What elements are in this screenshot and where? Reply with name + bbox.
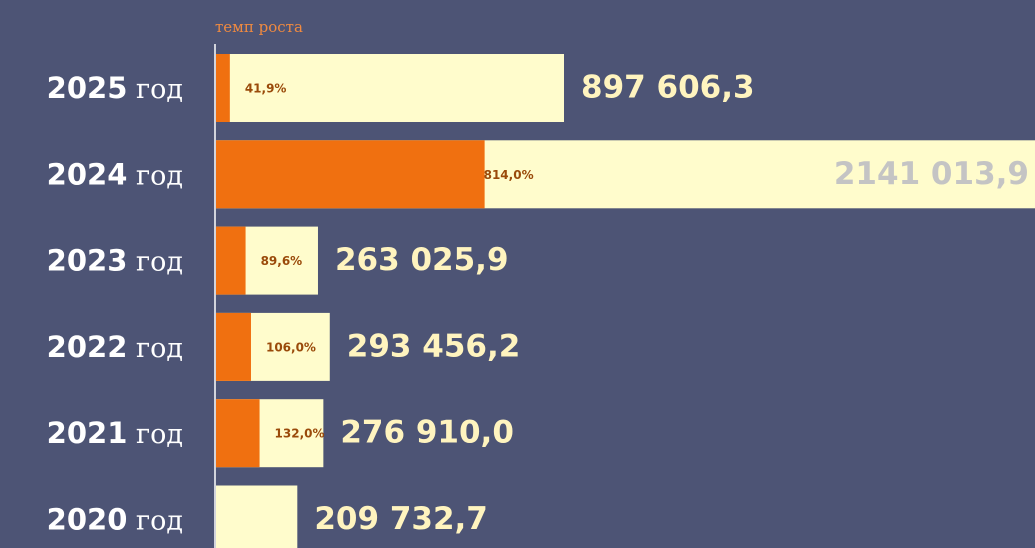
category-label: 2023 год xyxy=(47,244,183,278)
growth-label: 132,0% xyxy=(275,427,325,441)
category-label: 2020 год xyxy=(47,503,183,537)
bar xyxy=(216,54,564,122)
growth-bar xyxy=(216,226,246,295)
value-label: 263 025,9 xyxy=(335,242,509,278)
value-label: 209 732,7 xyxy=(314,501,488,537)
subtitle: темп роста xyxy=(215,18,303,36)
growth-label: 89,6% xyxy=(261,254,303,268)
growth-label: 41,9% xyxy=(245,82,287,96)
category-label: 2025 год xyxy=(47,71,183,105)
category-label: 2022 год xyxy=(47,330,183,364)
growth-label: 106,0% xyxy=(266,340,316,354)
growth-bar xyxy=(216,140,485,209)
value-label: 276 910,0 xyxy=(340,415,514,451)
growth-bar xyxy=(216,312,251,381)
value-label: 897 606,3 xyxy=(581,70,755,106)
value-label: 2141 013,9 xyxy=(834,156,1029,192)
growth-label: 814,0% xyxy=(484,168,534,182)
value-label: 293 456,2 xyxy=(347,328,521,364)
growth-bar xyxy=(216,54,230,122)
growth-bar xyxy=(216,399,260,468)
category-label: 2024 год xyxy=(47,157,183,191)
bar xyxy=(216,485,298,548)
category-label: 2021 год xyxy=(47,416,183,450)
